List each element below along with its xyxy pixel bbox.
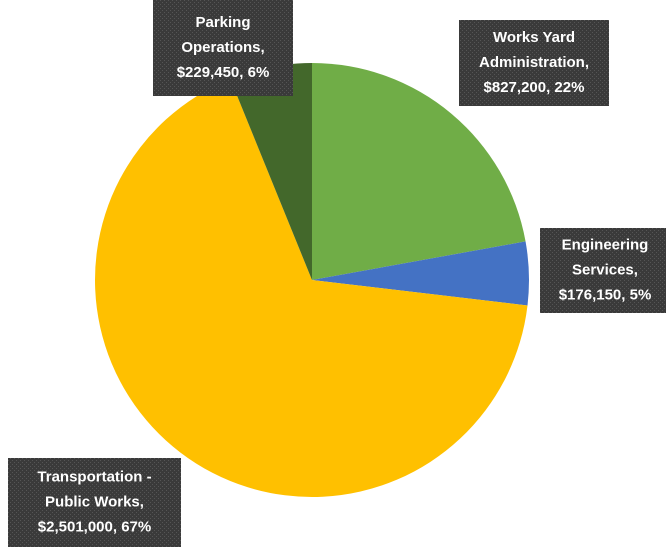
data-label: Works Yard [493, 29, 575, 46]
data-label-box [459, 20, 609, 106]
data-label: Transportation - [37, 468, 151, 485]
data-label: Administration, [479, 54, 589, 71]
data-label: Parking [195, 14, 250, 31]
data-label: Operations, [181, 39, 264, 56]
data-label-box [153, 0, 293, 96]
pie-slice [312, 63, 526, 280]
data-label: Public Works, [45, 493, 144, 510]
data-label: $827,200, 22% [484, 79, 585, 96]
data-label-box [540, 228, 666, 313]
pie-slice [95, 78, 528, 497]
data-label: $176,150, 5% [559, 286, 652, 303]
data-label: $2,501,000, 67% [38, 518, 151, 535]
pie-slice [312, 241, 529, 306]
data-label: Services, [572, 261, 638, 278]
data-label-box [8, 458, 181, 547]
data-label: $229,450, 6% [177, 64, 270, 81]
data-label: Engineering [562, 236, 649, 253]
pie-slice [230, 63, 312, 280]
